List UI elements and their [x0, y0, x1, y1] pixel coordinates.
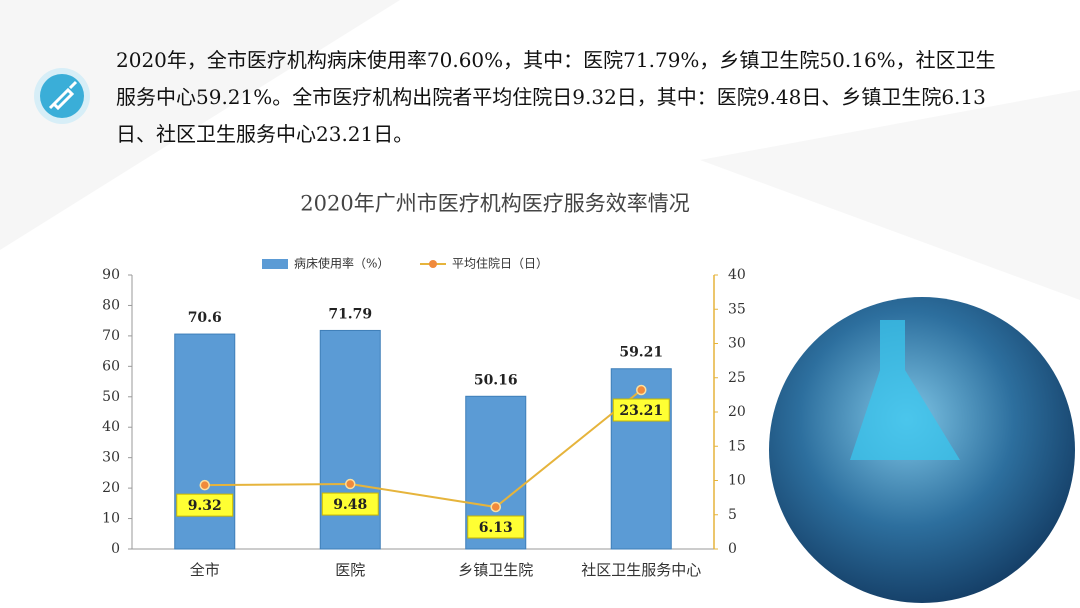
- line-marker: [636, 384, 647, 396]
- line-value-label: 23.21: [619, 403, 663, 419]
- y2-tick-label: 0: [728, 541, 737, 557]
- y-tick-label: 40: [102, 419, 120, 435]
- data-label-box: [467, 515, 525, 539]
- legend-label: 平均住院日（日）: [452, 257, 548, 271]
- y-tick-label: 80: [102, 297, 120, 313]
- x-tick-label: 全市: [190, 561, 220, 579]
- y2-tick-label: 35: [728, 301, 746, 317]
- data-label-box: [176, 493, 234, 517]
- y-tick-label: 50: [102, 389, 120, 405]
- icon-glyph: [48, 80, 78, 111]
- bar: [174, 333, 236, 550]
- bar: [610, 368, 672, 550]
- legend-swatch: [429, 260, 437, 268]
- chart-title: 2020年广州市医疗机构医疗服务效率情况: [300, 192, 689, 216]
- y-tick-label: 10: [102, 511, 120, 527]
- bar: [319, 329, 381, 550]
- y2-tick-label: 25: [728, 370, 746, 386]
- x-tick-label: 乡镇卫生院: [458, 561, 533, 579]
- line-marker: [345, 478, 356, 490]
- line: [204, 389, 642, 509]
- y2-tick-label: 5: [728, 507, 737, 523]
- legend-label: 病床使用率（%）: [294, 256, 389, 271]
- paragraph: 2020年，全市医疗机构病床使用率70.60%，其中：医院71.79%，乡镇卫生…: [116, 48, 996, 146]
- line-marker: [199, 479, 210, 491]
- y-tick-label: 90: [102, 267, 120, 283]
- y-tick-label: 0: [111, 541, 120, 557]
- decor-flask: [850, 320, 960, 460]
- line-value-label: 9.32: [188, 498, 222, 514]
- bar-value-label: 50.16: [474, 372, 518, 388]
- bar-value-label: 59.21: [619, 345, 663, 361]
- y-tick-label: 60: [102, 358, 120, 374]
- y2-tick-label: 30: [728, 336, 746, 352]
- data-label-box: [612, 398, 670, 422]
- legend-swatch: [262, 259, 288, 269]
- y-tick-label: 20: [102, 480, 120, 496]
- x-tick-label: 社区卫生服务中心: [581, 561, 701, 579]
- background-shape: [0, 0, 400, 250]
- y-tick-label: 30: [102, 450, 120, 466]
- bar-value-label: 71.79: [328, 306, 372, 322]
- line-value-label: 6.13: [479, 520, 513, 536]
- bar-value-label: 70.6: [188, 310, 222, 326]
- y2-tick-label: 40: [728, 267, 746, 283]
- y2-tick-label: 15: [728, 438, 746, 454]
- line-marker: [490, 501, 501, 513]
- x-tick-label: 医院: [335, 561, 365, 579]
- y-tick-label: 70: [102, 328, 120, 344]
- background-shape: [700, 90, 1080, 300]
- y2-tick-label: 20: [728, 404, 746, 420]
- line-value-label: 9.48: [333, 497, 367, 513]
- y2-tick-label: 10: [728, 473, 746, 489]
- data-label-box: [321, 492, 379, 516]
